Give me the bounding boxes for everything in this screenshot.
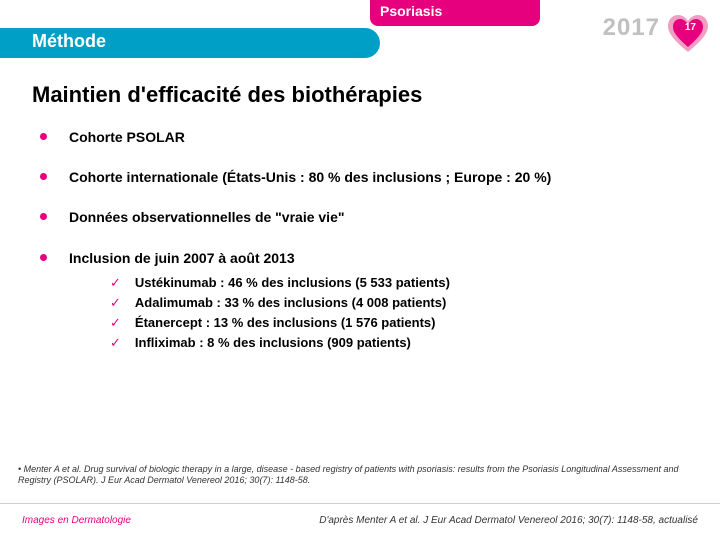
bullet-item: Inclusion de juin 2007 à août 2013 bbox=[40, 249, 690, 267]
sub-item: ✓ Adalimumab : 33 % des inclusions (4 00… bbox=[110, 295, 690, 311]
bullet-dot-icon bbox=[40, 133, 47, 140]
footer-divider bbox=[0, 503, 720, 504]
sub-item: ✓ Infliximab : 8 % des inclusions (909 p… bbox=[110, 335, 690, 351]
drug-name: Infliximab : 8 % bbox=[135, 335, 233, 350]
bullet-item: Cohorte PSOLAR bbox=[40, 128, 690, 146]
drug-rest: des inclusions (1 576 patients) bbox=[247, 315, 436, 330]
bullet-text: Données observationnelles de "vraie vie" bbox=[69, 208, 345, 226]
drug-name: Ustékinumab : 46 % bbox=[135, 275, 261, 290]
sub-item: ✓ Ustékinumab : 46 % des inclusions (5 5… bbox=[110, 275, 690, 291]
drug-rest: des inclusions (5 533 patients) bbox=[261, 275, 450, 290]
slide-number: 17 bbox=[685, 22, 696, 33]
drug-name: Adalimumab : 33 % bbox=[135, 295, 258, 310]
footer-right: D'après Menter A et al. J Eur Acad Derma… bbox=[319, 515, 698, 526]
check-icon: ✓ bbox=[110, 295, 121, 311]
sub-item-text: Adalimumab : 33 % des inclusions (4 008 … bbox=[135, 295, 446, 310]
slide: Psoriasis 2017 17 Méthode Maintien d'eff… bbox=[0, 0, 720, 540]
bullet-text: Cohorte internationale (États-Unis : 80 … bbox=[69, 168, 551, 186]
drug-rest: des inclusions (909 patients) bbox=[233, 335, 411, 350]
check-icon: ✓ bbox=[110, 275, 121, 291]
sub-item-text: Étanercept : 13 % des inclusions (1 576 … bbox=[135, 315, 436, 330]
footer-left: Images en Dermatologie bbox=[22, 515, 131, 526]
sub-list: ✓ Ustékinumab : 46 % des inclusions (5 5… bbox=[110, 275, 690, 351]
check-icon: ✓ bbox=[110, 335, 121, 351]
topic-tab: Psoriasis bbox=[370, 0, 540, 26]
drug-name: Étanercept : 13 % bbox=[135, 315, 247, 330]
sub-item-text: Ustékinumab : 46 % des inclusions (5 533… bbox=[135, 275, 450, 290]
bullet-dot-icon bbox=[40, 254, 47, 261]
bullet-dot-icon bbox=[40, 213, 47, 220]
bullet-item: Cohorte internationale (États-Unis : 80 … bbox=[40, 168, 690, 186]
sub-item-text: Infliximab : 8 % des inclusions (909 pat… bbox=[135, 335, 411, 350]
methode-text: Méthode bbox=[32, 31, 106, 51]
slide-title: Maintien d'efficacité des biothérapies bbox=[32, 82, 422, 108]
year-label: 2017 bbox=[603, 14, 660, 42]
bullet-dot-icon bbox=[40, 173, 47, 180]
reference-text: • Menter A et al. Drug survival of biolo… bbox=[18, 464, 702, 486]
sub-item: ✓ Étanercept : 13 % des inclusions (1 57… bbox=[110, 315, 690, 331]
heart-icon bbox=[666, 14, 710, 54]
check-icon: ✓ bbox=[110, 315, 121, 331]
topic-text: Psoriasis bbox=[380, 3, 442, 19]
methode-bar: Méthode bbox=[0, 28, 380, 58]
bullet-text: Inclusion de juin 2007 à août 2013 bbox=[69, 249, 295, 267]
bullet-item: Données observationnelles de "vraie vie" bbox=[40, 208, 690, 226]
bullet-text: Cohorte PSOLAR bbox=[69, 128, 185, 146]
content-area: Cohorte PSOLAR Cohorte internationale (É… bbox=[40, 128, 690, 355]
drug-rest: des inclusions (4 008 patients) bbox=[258, 295, 447, 310]
